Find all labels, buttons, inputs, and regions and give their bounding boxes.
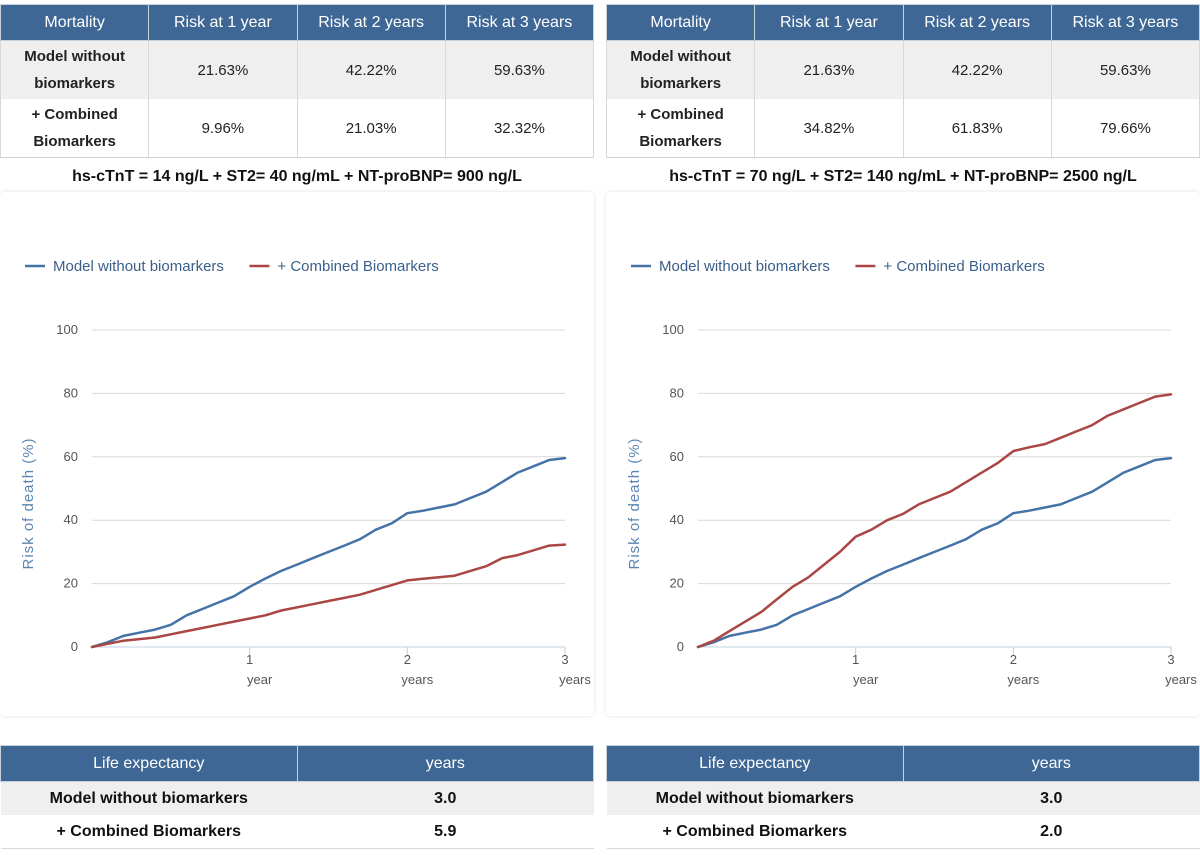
y-tick-label: 0 (677, 639, 684, 654)
life-expectancy-table: Life expectancy years Model without biom… (606, 745, 1200, 849)
row-label-line1: Model without (24, 48, 126, 65)
series-line (90, 456, 567, 649)
life-expectancy-table: Life expectancy years Model without biom… (0, 745, 594, 849)
table-row: + Combined Biomarkers 9.96% 21.03% 32.32% (0, 99, 595, 158)
risk-chart-svg: 0 20 40 60 80 100 1 year 2 years 3 years Risk of dea… (626, 258, 1197, 687)
y-tick-label: 20 (670, 576, 684, 591)
risk-header-mortality: Mortality (605, 4, 756, 41)
series-line (90, 543, 567, 649)
life-row-value: 3.0 (297, 781, 594, 815)
table-row: Model without biomarkers 21.63% 42.22% 59… (605, 40, 1200, 99)
y-axis-title: Risk of death (%) (626, 437, 643, 569)
y-tick-label: 80 (64, 385, 78, 400)
risk-chart: 0 20 40 60 80 100 1 year 2 years 3 years Risk of dea… (606, 192, 1200, 716)
scenario-label: hs-cTnT = 70 ng/L + ST2= 140 ng/mL + NT-… (669, 168, 1137, 185)
x-tick-unit: years (1007, 672, 1039, 687)
y-tick-label: 40 (670, 512, 684, 527)
row-label: Model without biomarkers (605, 40, 756, 99)
risk-header-2-years: Risk at 2 years (902, 4, 1052, 41)
x-tick-unit: year (247, 672, 273, 687)
y-tick-label: 0 (71, 639, 78, 654)
risk-value: 34.82% (754, 99, 904, 158)
row-label-line1: + Combined (637, 106, 724, 123)
risk-header-mortality: Mortality (0, 4, 150, 41)
row-label: Model without biomarkers (0, 40, 150, 99)
row-label-line2: Biomarkers (639, 133, 722, 150)
mortality-risk-table: Mortality Risk at 1 year Risk at 2 years… (0, 4, 595, 158)
row-label-line2: Biomarkers (33, 133, 116, 150)
y-tick-label: 60 (670, 449, 684, 464)
risk-value: 79.66% (1050, 99, 1200, 158)
y-tick-label: 20 (64, 576, 78, 591)
life-header-label: Life expectancy (606, 745, 904, 782)
row-label-line1: + Combined (31, 106, 118, 123)
risk-header-1-year: Risk at 1 year (754, 4, 904, 41)
x-tick-label: 3 (561, 652, 568, 667)
risk-header-3-years: Risk at 3 years (444, 4, 595, 41)
risk-value: 9.96% (148, 99, 298, 158)
life-header-years: years (296, 745, 594, 782)
legend-label: Model without biomarkers (53, 258, 224, 275)
panel-left: Mortality Risk at 1 year Risk at 2 years… (0, 0, 595, 855)
x-tick-label: 3 (1167, 652, 1174, 667)
x-tick-unit: years (1165, 672, 1197, 687)
y-tick-label: 100 (56, 322, 78, 337)
y-axis-title: Risk of death (%) (20, 437, 37, 569)
panel-divider (597, 0, 603, 855)
table-row: Model without biomarkers 21.63% 42.22% 59… (0, 40, 595, 99)
table-row: + Combined Biomarkers 2.0 (606, 815, 1200, 849)
legend-label: Model without biomarkers (659, 258, 830, 275)
life-row-label: Model without biomarkers (0, 781, 297, 815)
risk-value: 59.63% (444, 40, 595, 99)
y-tick-label: 100 (662, 322, 684, 337)
scenario-label: hs-cTnT = 14 ng/L + ST2= 40 ng/mL + NT-p… (72, 168, 522, 185)
x-tick-label: 2 (1010, 652, 1017, 667)
life-row-value: 5.9 (297, 815, 594, 849)
life-row-value: 2.0 (903, 815, 1200, 849)
life-row-label: + Combined Biomarkers (0, 815, 297, 849)
life-row-label: Model without biomarkers (606, 781, 903, 815)
table-row: + Combined Biomarkers 34.82% 61.83% 79.66… (605, 99, 1200, 158)
risk-value: 21.03% (296, 99, 446, 158)
life-header-label: Life expectancy (0, 745, 298, 782)
risk-value: 32.32% (444, 99, 595, 158)
life-header-years: years (902, 745, 1200, 782)
y-tick-label: 40 (64, 512, 78, 527)
risk-chart-svg: 0 20 40 60 80 100 1 year 2 years 3 years Risk of dea… (20, 258, 591, 687)
risk-value: 42.22% (296, 40, 446, 99)
series-line (696, 393, 1173, 649)
table-row: + Combined Biomarkers 5.9 (0, 815, 594, 849)
table-row: Model without biomarkers 3.0 (606, 781, 1200, 815)
x-tick-label: 1 (246, 652, 253, 667)
life-row-label: + Combined Biomarkers (606, 815, 903, 849)
life-row-value: 3.0 (903, 781, 1200, 815)
x-tick-unit: years (401, 672, 433, 687)
risk-header-1-year: Risk at 1 year (148, 4, 298, 41)
row-label-line2: biomarkers (34, 75, 116, 92)
risk-value: 21.63% (754, 40, 904, 99)
x-tick-unit: year (853, 672, 879, 687)
y-tick-label: 60 (64, 449, 78, 464)
x-tick-label: 2 (404, 652, 411, 667)
risk-header-3-years: Risk at 3 years (1050, 4, 1200, 41)
legend-label: + Combined Biomarkers (883, 258, 1044, 275)
row-label: + Combined Biomarkers (0, 99, 150, 158)
risk-value: 21.63% (148, 40, 298, 99)
row-label-line2: biomarkers (640, 75, 722, 92)
mortality-risk-table: Mortality Risk at 1 year Risk at 2 years… (605, 4, 1200, 158)
table-row: Model without biomarkers 3.0 (0, 781, 594, 815)
row-label: + Combined Biomarkers (605, 99, 756, 158)
legend-label: + Combined Biomarkers (277, 258, 438, 275)
y-tick-label: 80 (670, 385, 684, 400)
risk-chart: 0 20 40 60 80 100 1 year 2 years 3 years Risk of dea… (0, 192, 594, 716)
risk-value: 42.22% (902, 40, 1052, 99)
row-label-line1: Model without (630, 48, 732, 65)
series-line (696, 456, 1173, 649)
risk-header-2-years: Risk at 2 years (296, 4, 446, 41)
risk-value: 61.83% (902, 99, 1052, 158)
panel-right: Mortality Risk at 1 year Risk at 2 years… (605, 0, 1200, 855)
risk-value: 59.63% (1050, 40, 1200, 99)
x-tick-label: 1 (852, 652, 859, 667)
x-tick-unit: years (559, 672, 591, 687)
